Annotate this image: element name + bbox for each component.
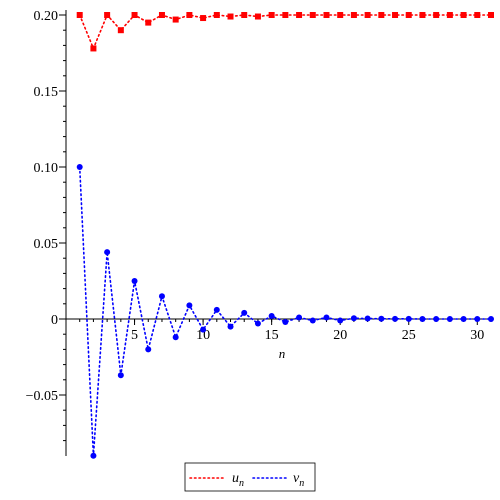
data-point-v bbox=[296, 314, 303, 321]
data-point-v bbox=[131, 278, 138, 284]
data-point-u bbox=[309, 12, 316, 18]
data-point-v bbox=[282, 319, 289, 326]
data-point-u bbox=[131, 12, 138, 18]
data-point-u bbox=[213, 12, 220, 18]
x-tick-label: 10 bbox=[196, 328, 210, 343]
data-point-v bbox=[488, 316, 494, 322]
data-point-v bbox=[200, 326, 207, 333]
data-point-v bbox=[446, 316, 453, 322]
x-axis-title: n bbox=[279, 346, 286, 361]
data-point-u bbox=[392, 12, 399, 18]
data-point-u bbox=[419, 12, 426, 18]
data-point-v bbox=[90, 452, 97, 459]
series-layer bbox=[76, 12, 494, 459]
data-point-u bbox=[446, 12, 453, 18]
x-tick-label: 5 bbox=[131, 328, 138, 343]
legend-label-u: un bbox=[232, 471, 244, 489]
y-tick-label: 0 bbox=[51, 313, 58, 328]
data-point-u bbox=[254, 13, 261, 20]
x-tick-label: 25 bbox=[402, 328, 416, 343]
data-point-u bbox=[350, 12, 357, 18]
data-point-v bbox=[186, 302, 193, 309]
y-tick-label: −0.05 bbox=[26, 389, 58, 404]
data-point-v bbox=[309, 317, 316, 324]
data-point-v bbox=[364, 315, 371, 322]
data-point-v bbox=[227, 323, 234, 330]
series-v bbox=[76, 164, 494, 459]
data-point-u bbox=[90, 45, 97, 52]
data-point-v bbox=[419, 316, 426, 322]
data-point-v bbox=[378, 315, 385, 322]
series-line-u bbox=[78, 13, 492, 51]
data-point-u bbox=[241, 12, 248, 18]
x-tick-label: 30 bbox=[470, 328, 484, 343]
data-point-v bbox=[117, 372, 124, 379]
data-point-u bbox=[364, 12, 371, 18]
data-point-v bbox=[213, 306, 220, 313]
axes: −0.05 0 0.05 0.10 0.15 0.20 5 10 15 20 25 30 n bbox=[26, 9, 492, 456]
series-line-v bbox=[78, 166, 492, 456]
data-point-u bbox=[474, 12, 481, 18]
legend: un vn bbox=[184, 462, 316, 492]
y-tick-label: 0.10 bbox=[34, 161, 59, 176]
data-point-v bbox=[158, 293, 165, 300]
data-point-v bbox=[460, 316, 467, 322]
data-point-u bbox=[145, 19, 152, 26]
data-point-v bbox=[104, 249, 111, 256]
data-point-v bbox=[474, 316, 481, 322]
data-point-u bbox=[337, 12, 344, 18]
data-point-u bbox=[158, 12, 165, 18]
y-tick-label: 0.15 bbox=[34, 85, 59, 100]
data-point-v bbox=[337, 317, 344, 324]
data-point-u bbox=[433, 12, 440, 18]
data-point-v bbox=[241, 309, 248, 316]
data-point-u bbox=[227, 13, 234, 20]
data-point-v bbox=[392, 315, 399, 322]
data-point-u bbox=[296, 12, 303, 18]
legend-box bbox=[184, 462, 316, 492]
x-tick-label: 15 bbox=[265, 328, 279, 343]
data-point-v bbox=[433, 316, 440, 322]
data-point-u bbox=[76, 12, 83, 18]
data-point-v bbox=[405, 315, 412, 322]
data-point-v bbox=[323, 314, 330, 321]
data-point-v bbox=[172, 334, 179, 341]
y-tick-label: 0.05 bbox=[34, 237, 59, 252]
data-point-v bbox=[145, 346, 152, 353]
data-point-v bbox=[350, 315, 357, 322]
data-point-u bbox=[186, 12, 193, 18]
data-point-v bbox=[254, 320, 261, 327]
data-point-v bbox=[76, 164, 83, 170]
series-u bbox=[76, 12, 494, 52]
legend-label-v: vn bbox=[293, 471, 304, 489]
data-point-u bbox=[405, 12, 412, 18]
data-point-u bbox=[117, 27, 124, 34]
data-point-u bbox=[323, 12, 330, 18]
data-point-u bbox=[172, 16, 179, 23]
data-point-u bbox=[488, 12, 494, 18]
data-point-u bbox=[378, 12, 385, 18]
data-point-u bbox=[460, 12, 467, 18]
data-point-u bbox=[200, 15, 207, 22]
data-point-u bbox=[282, 12, 289, 18]
y-tick-label: 0.20 bbox=[34, 9, 59, 24]
x-tick-label: 20 bbox=[333, 328, 347, 343]
data-point-u bbox=[104, 12, 111, 18]
data-point-u bbox=[268, 12, 275, 18]
data-point-v bbox=[268, 312, 275, 319]
